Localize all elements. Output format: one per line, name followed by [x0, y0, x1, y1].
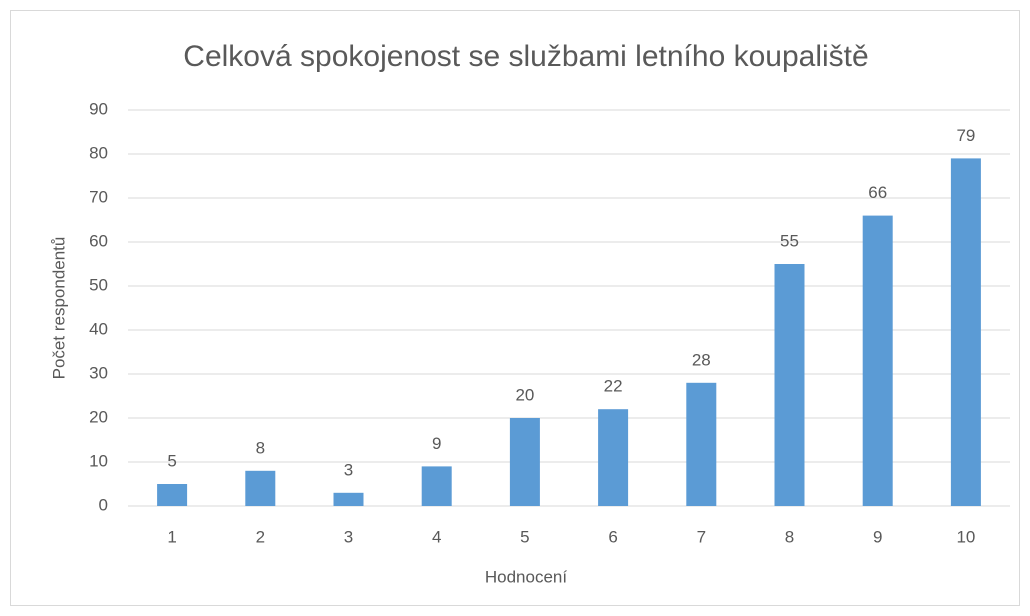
y-tick-label: 80: [89, 143, 108, 162]
data-label: 9: [432, 434, 441, 453]
x-tick-label: 9: [873, 527, 882, 546]
bar: [950, 158, 981, 506]
x-tick-label: 3: [344, 527, 353, 546]
data-label: 8: [256, 438, 265, 457]
bar: [421, 466, 452, 506]
y-tick-label: 10: [89, 451, 108, 470]
data-label: 3: [344, 460, 353, 479]
bar: [774, 264, 805, 506]
x-tick-label: 2: [256, 527, 265, 546]
bar: [862, 215, 893, 506]
chart-title: Celková spokojenost se službami letního …: [183, 40, 868, 73]
y-axis-label: Počet respondentů: [49, 237, 68, 380]
x-tick-label: 6: [608, 527, 617, 546]
x-tick-label: 10: [956, 527, 975, 546]
data-label: 22: [604, 377, 623, 396]
x-tick-label: 1: [167, 527, 176, 546]
y-tick-label: 50: [89, 275, 108, 294]
y-tick-label: 90: [89, 99, 108, 118]
x-tick-label: 4: [432, 527, 441, 546]
bar: [598, 409, 629, 506]
data-label: 79: [956, 126, 975, 145]
data-label: 55: [780, 231, 799, 250]
y-tick-label: 30: [89, 363, 108, 382]
data-label: 66: [868, 183, 887, 202]
y-tick-label: 40: [89, 319, 108, 338]
bar: [686, 382, 717, 506]
bar: [333, 492, 364, 506]
bar: [157, 484, 188, 506]
y-tick-label: 60: [89, 231, 108, 250]
x-tick-label: 7: [697, 527, 706, 546]
x-axis-label: Hodnocení: [485, 567, 568, 586]
bar: [509, 418, 540, 506]
y-tick-label: 70: [89, 187, 108, 206]
y-tick-label: 20: [89, 407, 108, 426]
data-label: 5: [167, 451, 176, 470]
data-label: 28: [692, 350, 711, 369]
x-tick-label: 5: [520, 527, 529, 546]
x-tick-label: 8: [785, 527, 794, 546]
y-tick-label: 0: [99, 495, 108, 514]
data-label: 20: [515, 385, 534, 404]
bar: [245, 470, 276, 506]
